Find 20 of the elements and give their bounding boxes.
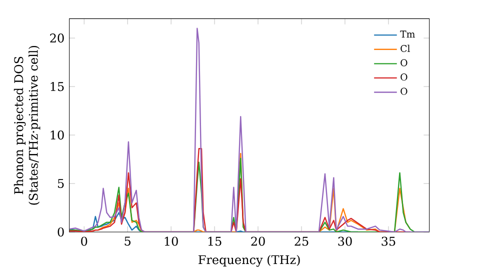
- legend-label: Tm: [400, 30, 415, 38]
- x-tick-label: 30: [338, 236, 352, 246]
- y-tick-label: 10: [50, 130, 64, 140]
- y-tick-label: 0: [58, 227, 64, 237]
- x-tick-label: 0: [81, 236, 88, 246]
- x-tick-label: 5: [124, 236, 130, 246]
- y-tick-label: 20: [50, 34, 64, 43]
- y-tick-label: 15: [50, 82, 64, 92]
- x-tick-label: 35: [382, 236, 396, 246]
- x-tick-label: 25: [294, 236, 308, 246]
- legend-label: Cl: [400, 44, 410, 52]
- legend-label: O: [400, 59, 408, 66]
- y-tick-label: 5: [58, 179, 64, 188]
- legend-label: O: [400, 88, 408, 95]
- y-axis-title: Phonon projected DOS (States/THz·primitive cell): [14, 46, 40, 205]
- legend-label: O: [400, 74, 408, 81]
- x-tick-label: 20: [251, 236, 265, 246]
- x-tick-label: 10: [164, 236, 178, 246]
- x-axis-title: Frequency (THz): [198, 254, 300, 267]
- x-tick-label: 15: [208, 236, 222, 246]
